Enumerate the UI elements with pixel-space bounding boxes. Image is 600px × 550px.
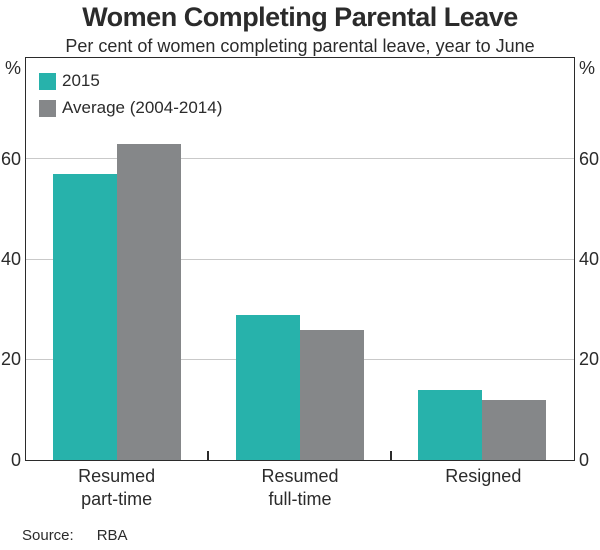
legend-label: Average (2004-2014)	[62, 98, 223, 117]
legend: 2015 Average (2004-2014)	[39, 71, 222, 125]
y-tick-label-right: 40	[579, 249, 600, 269]
x-axis-category-label: Resumed full-time	[261, 466, 339, 509]
y-tick-label-right: 60	[579, 148, 600, 169]
x-axis-tick	[389, 451, 392, 460]
legend-item: Average (2004-2014)	[39, 98, 222, 118]
x-axis-labels: Resumed part-time Resumed full-time Resign…	[25, 465, 575, 511]
bar-2015	[235, 314, 300, 460]
y-tick-label-left: 60	[0, 148, 21, 169]
bar-average-2004-2014	[481, 399, 546, 460]
bar-average-2004-2014	[299, 329, 364, 460]
chart-title: Women Completing Parental Leave	[82, 2, 518, 32]
y-tick-label-right: 0	[579, 449, 590, 470]
legend-item: 2015	[39, 71, 222, 91]
y-tick-label-left: 40	[0, 249, 21, 269]
chart-subtitle: Per cent of women completing parental le…	[65, 36, 535, 56]
gridline	[26, 158, 574, 160]
legend-label: 2015	[62, 71, 100, 90]
x-axis-tick	[207, 451, 210, 460]
source-note: Source: RBA	[22, 527, 128, 544]
gridline	[26, 258, 574, 260]
bar-2015	[53, 174, 118, 460]
y-tick-label-right: 20	[579, 349, 600, 370]
legend-swatch	[39, 72, 56, 90]
y-axis-unit-right: %	[579, 58, 596, 78]
source-value: RBA	[96, 527, 128, 544]
y-tick-label-left: 0	[10, 449, 21, 470]
bar-average-2004-2014	[117, 144, 182, 460]
y-axis-unit-left: %	[4, 58, 21, 78]
bar-2015	[417, 389, 482, 460]
plot-area: 2015 Average (2004-2014)	[25, 57, 575, 461]
legend-swatch	[39, 99, 56, 117]
x-axis-category-label: Resumed part-time	[78, 466, 156, 509]
source-label: Source:	[22, 527, 74, 544]
y-tick-label-left: 20	[0, 349, 21, 370]
x-axis-category-label: Resigned	[445, 466, 522, 486]
